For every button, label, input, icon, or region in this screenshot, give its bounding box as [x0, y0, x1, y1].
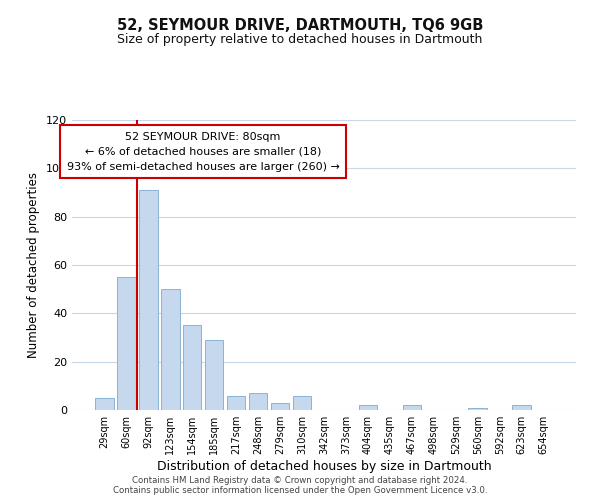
Bar [293, 396, 311, 410]
Bar [183, 326, 202, 410]
Bar [161, 289, 179, 410]
Bar [227, 396, 245, 410]
Bar [117, 277, 136, 410]
Bar [469, 408, 487, 410]
Bar [95, 398, 113, 410]
Bar [249, 393, 268, 410]
Bar [403, 405, 421, 410]
Text: 52, SEYMOUR DRIVE, DARTMOUTH, TQ6 9GB: 52, SEYMOUR DRIVE, DARTMOUTH, TQ6 9GB [117, 18, 483, 32]
Bar [271, 403, 289, 410]
Bar [139, 190, 158, 410]
Text: 52 SEYMOUR DRIVE: 80sqm
← 6% of detached houses are smaller (18)
93% of semi-det: 52 SEYMOUR DRIVE: 80sqm ← 6% of detached… [67, 132, 340, 172]
Text: Size of property relative to detached houses in Dartmouth: Size of property relative to detached ho… [118, 32, 482, 46]
Bar [512, 405, 531, 410]
X-axis label: Distribution of detached houses by size in Dartmouth: Distribution of detached houses by size … [157, 460, 491, 473]
Bar [205, 340, 223, 410]
Y-axis label: Number of detached properties: Number of detached properties [28, 172, 40, 358]
Bar [359, 405, 377, 410]
Text: Contains HM Land Registry data © Crown copyright and database right 2024.: Contains HM Land Registry data © Crown c… [132, 476, 468, 485]
Text: Contains public sector information licensed under the Open Government Licence v3: Contains public sector information licen… [113, 486, 487, 495]
